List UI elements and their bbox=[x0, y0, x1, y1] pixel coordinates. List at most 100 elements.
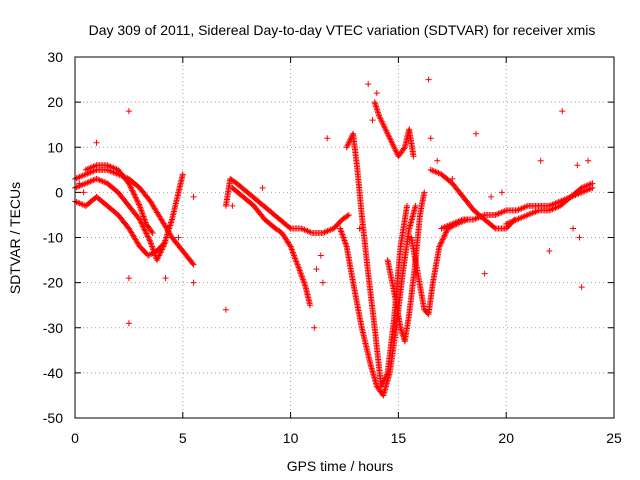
data-point bbox=[144, 233, 151, 240]
outlier-point bbox=[406, 225, 413, 232]
data-point bbox=[140, 224, 147, 231]
data-point bbox=[129, 187, 136, 194]
data-point bbox=[134, 198, 141, 205]
data-point bbox=[132, 194, 139, 201]
data-point bbox=[190, 261, 197, 268]
data-point bbox=[135, 200, 142, 207]
x-tick-label: 25 bbox=[606, 430, 622, 446]
y-tick-label: -10 bbox=[43, 230, 63, 246]
data-point bbox=[491, 224, 498, 231]
data-point bbox=[438, 239, 445, 246]
outlier-point bbox=[356, 225, 363, 232]
outlier-point bbox=[324, 135, 331, 142]
data-point bbox=[149, 229, 156, 236]
outlier-point bbox=[259, 184, 266, 191]
outlier-point bbox=[574, 162, 581, 169]
outlier-point bbox=[76, 180, 83, 187]
data-point bbox=[442, 229, 449, 236]
data-points bbox=[72, 76, 596, 399]
data-point bbox=[142, 229, 149, 236]
y-tick-label: -50 bbox=[43, 410, 63, 426]
outlier-point bbox=[313, 266, 320, 273]
data-point bbox=[436, 243, 443, 250]
outlier-point bbox=[427, 135, 434, 142]
data-point bbox=[189, 260, 196, 267]
data-point bbox=[404, 202, 411, 209]
data-point bbox=[400, 145, 407, 152]
outlier-point bbox=[311, 324, 318, 331]
y-axis-label: SDTVAR / TECUs bbox=[7, 182, 23, 294]
y-tick-label: 30 bbox=[47, 49, 63, 65]
data-point bbox=[162, 239, 169, 246]
outlier-point bbox=[125, 320, 132, 327]
outlier-point bbox=[498, 189, 505, 196]
grid bbox=[75, 57, 614, 418]
y-tick-label: -30 bbox=[43, 320, 63, 336]
data-point bbox=[286, 224, 293, 231]
data-point bbox=[148, 228, 155, 235]
outlier-point bbox=[570, 225, 577, 232]
data-point bbox=[443, 228, 450, 235]
data-point bbox=[141, 226, 148, 233]
x-tick-label: 5 bbox=[179, 430, 187, 446]
data-point bbox=[127, 184, 134, 191]
data-point bbox=[127, 183, 134, 190]
data-point bbox=[589, 180, 596, 187]
outlier-point bbox=[80, 189, 87, 196]
outlier-point bbox=[481, 270, 488, 277]
data-point bbox=[146, 237, 153, 244]
outlier-point bbox=[449, 175, 456, 182]
data-point bbox=[133, 197, 140, 204]
data-point bbox=[146, 236, 153, 243]
data-point bbox=[126, 181, 133, 188]
outlier-point bbox=[365, 81, 372, 88]
outlier-point bbox=[425, 76, 432, 83]
data-point bbox=[161, 240, 168, 247]
outlier-point bbox=[537, 157, 544, 164]
x-tick-label: 20 bbox=[498, 430, 514, 446]
data-point bbox=[133, 195, 140, 202]
data-point bbox=[136, 201, 143, 208]
outlier-point bbox=[190, 279, 197, 286]
data-point bbox=[129, 188, 136, 195]
data-point bbox=[439, 236, 446, 243]
outlier-point bbox=[473, 130, 480, 137]
data-point bbox=[437, 240, 444, 247]
outlier-point bbox=[222, 306, 229, 313]
x-tick-label: 15 bbox=[391, 430, 407, 446]
outlier-point bbox=[319, 279, 326, 286]
outlier-point bbox=[578, 284, 585, 291]
outlier-point bbox=[125, 275, 132, 282]
outlier-point bbox=[373, 90, 380, 97]
data-point bbox=[442, 231, 449, 238]
y-tick-label: 10 bbox=[47, 139, 63, 155]
y-tick-label: 20 bbox=[47, 94, 63, 110]
data-point bbox=[145, 234, 152, 241]
chart-title: Day 309 of 2011, Sidereal Day-to-day VTE… bbox=[89, 22, 596, 38]
data-point bbox=[125, 180, 132, 187]
data-point bbox=[131, 193, 138, 200]
data-point bbox=[144, 231, 151, 238]
data-point bbox=[437, 242, 444, 249]
data-point bbox=[142, 227, 149, 234]
data-point bbox=[307, 302, 314, 309]
outlier-point bbox=[434, 157, 441, 164]
data-point bbox=[286, 242, 293, 249]
y-tick-label: 0 bbox=[55, 184, 63, 200]
data-point bbox=[345, 211, 352, 218]
data-point bbox=[131, 191, 138, 198]
outlier-point bbox=[190, 193, 197, 200]
x-tick-label: 0 bbox=[71, 430, 79, 446]
data-point bbox=[410, 153, 417, 160]
outlier-point bbox=[317, 252, 324, 259]
ticks: 0 5 10 15 20 25 -50 -40 -30 -20 -10 0 10 20 30 bbox=[43, 49, 622, 446]
outlier-point bbox=[559, 108, 566, 115]
outlier-point bbox=[175, 234, 182, 241]
data-point bbox=[441, 232, 448, 239]
outlier-point bbox=[229, 202, 236, 209]
y-tick-label: -40 bbox=[43, 365, 63, 381]
data-point bbox=[130, 190, 137, 197]
data-point bbox=[128, 185, 135, 192]
outlier-point bbox=[369, 117, 376, 124]
